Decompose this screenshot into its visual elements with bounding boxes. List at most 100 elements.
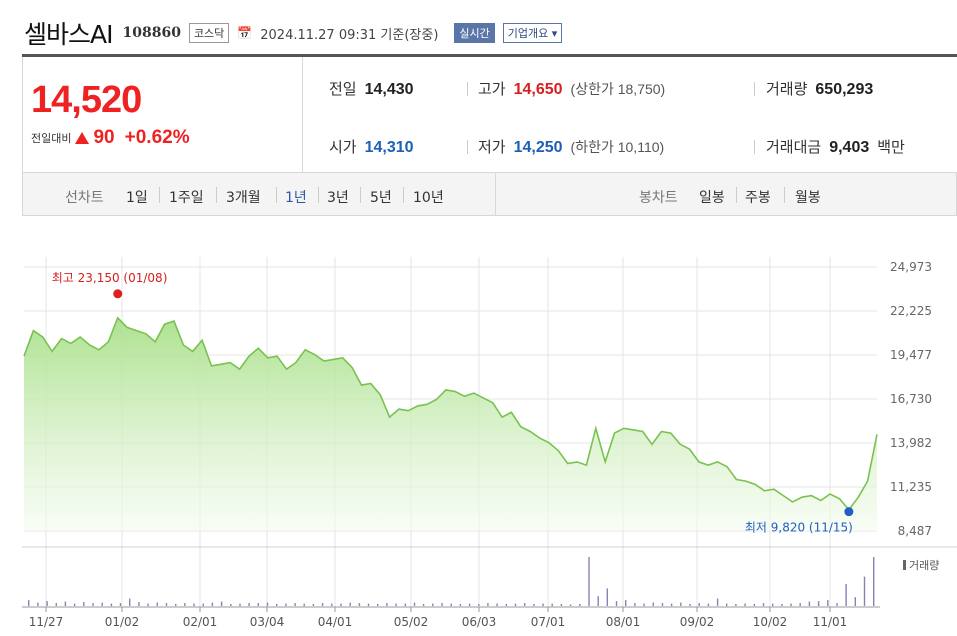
volume-bar: [744, 603, 746, 607]
stat-value: 9,403: [829, 139, 870, 156]
volume-bar: [625, 600, 627, 606]
volume-bar: [836, 603, 838, 606]
stat-label: 저가: [478, 138, 506, 156]
volume-bar: [358, 603, 361, 606]
y-tick-label: 11,235: [890, 480, 932, 494]
high-point-marker: [113, 289, 123, 299]
volume-bar: [606, 588, 608, 606]
volume-bar: [46, 601, 48, 606]
stock-name: 셀바스AI: [24, 20, 113, 49]
volume-bar: [37, 602, 39, 606]
tab-divider: [736, 187, 737, 203]
chevron-down-icon: ▾: [551, 27, 558, 40]
tab-period-3y[interactable]: 3년: [327, 190, 349, 206]
volume-bar: [524, 603, 526, 606]
stat-divider: [467, 82, 468, 96]
volume-bar: [680, 602, 682, 606]
company-overview-dropdown[interactable]: 기업개요 ▾: [502, 23, 563, 43]
volume-bar: [138, 602, 140, 606]
header-divider: [22, 54, 957, 57]
volume-bar: [340, 603, 342, 607]
volume-bar: [266, 602, 269, 606]
volume-bar: [808, 601, 811, 606]
volume-bar: [276, 604, 278, 606]
line-chart-label: 선차트: [65, 190, 104, 206]
volume-bar: [239, 603, 241, 607]
stat-value: 650,293: [815, 81, 874, 98]
volume-bar: [211, 602, 214, 606]
volume-bar: [367, 603, 370, 607]
high-annotation: 최고 23,150 (01/08): [52, 271, 168, 285]
tab-section-divider: [495, 173, 496, 216]
stat-high: 고가 14,650 (상한가 18,750): [478, 78, 665, 99]
volume-bar: [413, 602, 416, 606]
volume-legend: 거래량: [909, 559, 939, 572]
y-tick-label: 16,730: [890, 392, 932, 406]
volume-bar: [395, 603, 397, 607]
up-arrow-icon: [75, 132, 90, 144]
stat-label: 거래량: [766, 80, 808, 98]
change-label: 전일대비: [31, 132, 72, 145]
volume-bar: [772, 603, 774, 607]
stat-value: 14,310: [364, 139, 414, 156]
volume-bar: [257, 603, 259, 606]
tab-divider: [159, 187, 160, 203]
volume-bar: [496, 603, 498, 607]
x-tick-label: 08/01: [606, 615, 641, 629]
stock-header: 셀바스AI 108860 코스닥 📅 2024.11.27 09:31 기준(장…: [24, 16, 563, 50]
realtime-badge: 실시간: [454, 23, 495, 43]
y-tick-label: 19,477: [890, 348, 932, 362]
price-area: [24, 317, 877, 531]
volume-bar: [790, 603, 792, 607]
tab-period-5y[interactable]: 5년: [370, 190, 392, 206]
stat-divider: [754, 140, 755, 154]
volume-bar: [441, 603, 443, 606]
tab-candle-monthly[interactable]: 월봉: [795, 190, 821, 206]
tab-candle-weekly[interactable]: 주봉: [745, 190, 771, 206]
stat-label: 고가: [478, 80, 506, 98]
tab-period-1d[interactable]: 1일: [126, 190, 148, 206]
volume-bar: [643, 603, 645, 607]
stat-value: 14,650: [513, 81, 563, 98]
x-tick-label: 09/02: [680, 615, 715, 629]
volume-bar: [202, 603, 204, 607]
volume-bar: [165, 603, 168, 606]
volume-bar: [505, 604, 507, 606]
volume-bar: [156, 602, 158, 606]
stat-label: 시가: [329, 138, 357, 156]
tab-candle-daily[interactable]: 일봉: [699, 190, 725, 206]
lower-limit: (하한가 10,110): [570, 139, 665, 155]
x-tick-label: 11/27: [29, 615, 64, 629]
y-tick-label: 22,225: [890, 304, 932, 318]
volume-bar: [597, 596, 599, 606]
volume-bar: [303, 603, 305, 607]
tab-period-1w[interactable]: 1주일: [169, 190, 204, 206]
stat-prev-close: 전일 14,430: [329, 78, 414, 99]
tab-period-10y[interactable]: 10년: [413, 190, 444, 206]
x-tick-label: 07/01: [531, 615, 566, 629]
volume-bar: [845, 583, 847, 606]
market-badge: 코스닥: [188, 23, 230, 43]
volume-bar: [294, 603, 296, 606]
y-tick-label: 13,982: [890, 436, 932, 450]
tab-period-3m[interactable]: 3개월: [226, 190, 261, 206]
stat-unit: 백만: [877, 138, 905, 156]
tab-divider: [318, 187, 319, 203]
volume-bar: [220, 601, 223, 606]
tab-divider: [360, 187, 361, 203]
low-annotation: 최저 9,820 (11/15): [745, 521, 853, 535]
volume-bar: [468, 603, 471, 607]
volume-bar: [321, 603, 324, 606]
volume-bar: [579, 604, 581, 606]
tab-divider: [216, 187, 217, 203]
y-tick-label: 8,487: [898, 524, 932, 538]
stat-low: 저가 14,250 (하한가 10,110): [478, 136, 664, 157]
tab-period-1y[interactable]: 1년: [285, 190, 307, 206]
volume-bar: [514, 603, 517, 607]
volume-bar: [175, 604, 177, 606]
price-line: [23, 316, 878, 511]
tab-divider: [784, 187, 785, 203]
volume-bar: [432, 603, 434, 607]
volume-bar: [92, 603, 94, 606]
candle-chart-label: 봉차트: [639, 190, 678, 206]
